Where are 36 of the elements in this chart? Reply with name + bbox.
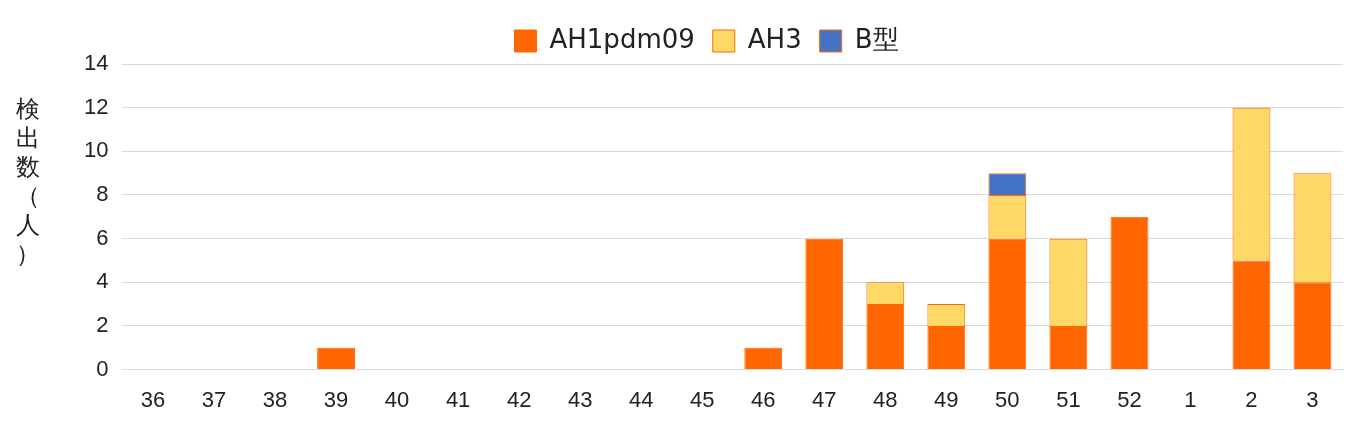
y-tick-label: 14: [83, 50, 109, 76]
x-tick-label: 36: [140, 386, 166, 412]
x-tick-label: 45: [689, 386, 715, 412]
y-tick-label: 12: [83, 93, 109, 119]
legend-label: B型: [854, 23, 899, 54]
y-axis-title: 検出数（人）: [15, 95, 41, 269]
x-tick-label: 1: [1184, 386, 1197, 412]
x-tick-label: 39: [323, 386, 349, 412]
y-tick-label: 2: [96, 312, 109, 338]
y-tick-label: 4: [96, 268, 109, 294]
bar: [744, 347, 783, 370]
x-tick-label: 2: [1245, 386, 1258, 412]
x-tick-label: 51: [1056, 386, 1081, 412]
x-tick-label: 46: [751, 386, 776, 412]
y-tick-label: 0: [96, 355, 109, 381]
x-tick-label: 37: [201, 386, 227, 412]
x-tick-label: 42: [506, 386, 532, 412]
bar: [1110, 216, 1149, 370]
x-tick-label: 43: [567, 386, 593, 412]
x-tick-label: 44: [628, 386, 654, 412]
x-tick-label: 3: [1306, 386, 1319, 412]
legend-label: AH3: [747, 23, 802, 54]
x-tick-label: 50: [995, 386, 1020, 412]
y-tick-label: 10: [83, 137, 109, 163]
x-tick-label: 47: [812, 386, 837, 412]
x-tick-label: 38: [262, 386, 288, 412]
bar: [317, 347, 355, 370]
y-tick-label: 6: [96, 224, 109, 250]
bar: [805, 238, 844, 370]
legend-label: AH1pdm09: [549, 23, 695, 54]
x-tick-label: 41: [445, 386, 471, 412]
y-tick-label: 8: [96, 181, 109, 207]
x-tick-label: 49: [934, 386, 959, 412]
x-tick-label: 40: [384, 386, 410, 412]
x-tick-label: 52: [1117, 386, 1142, 412]
x-tick-label: 48: [873, 386, 898, 412]
